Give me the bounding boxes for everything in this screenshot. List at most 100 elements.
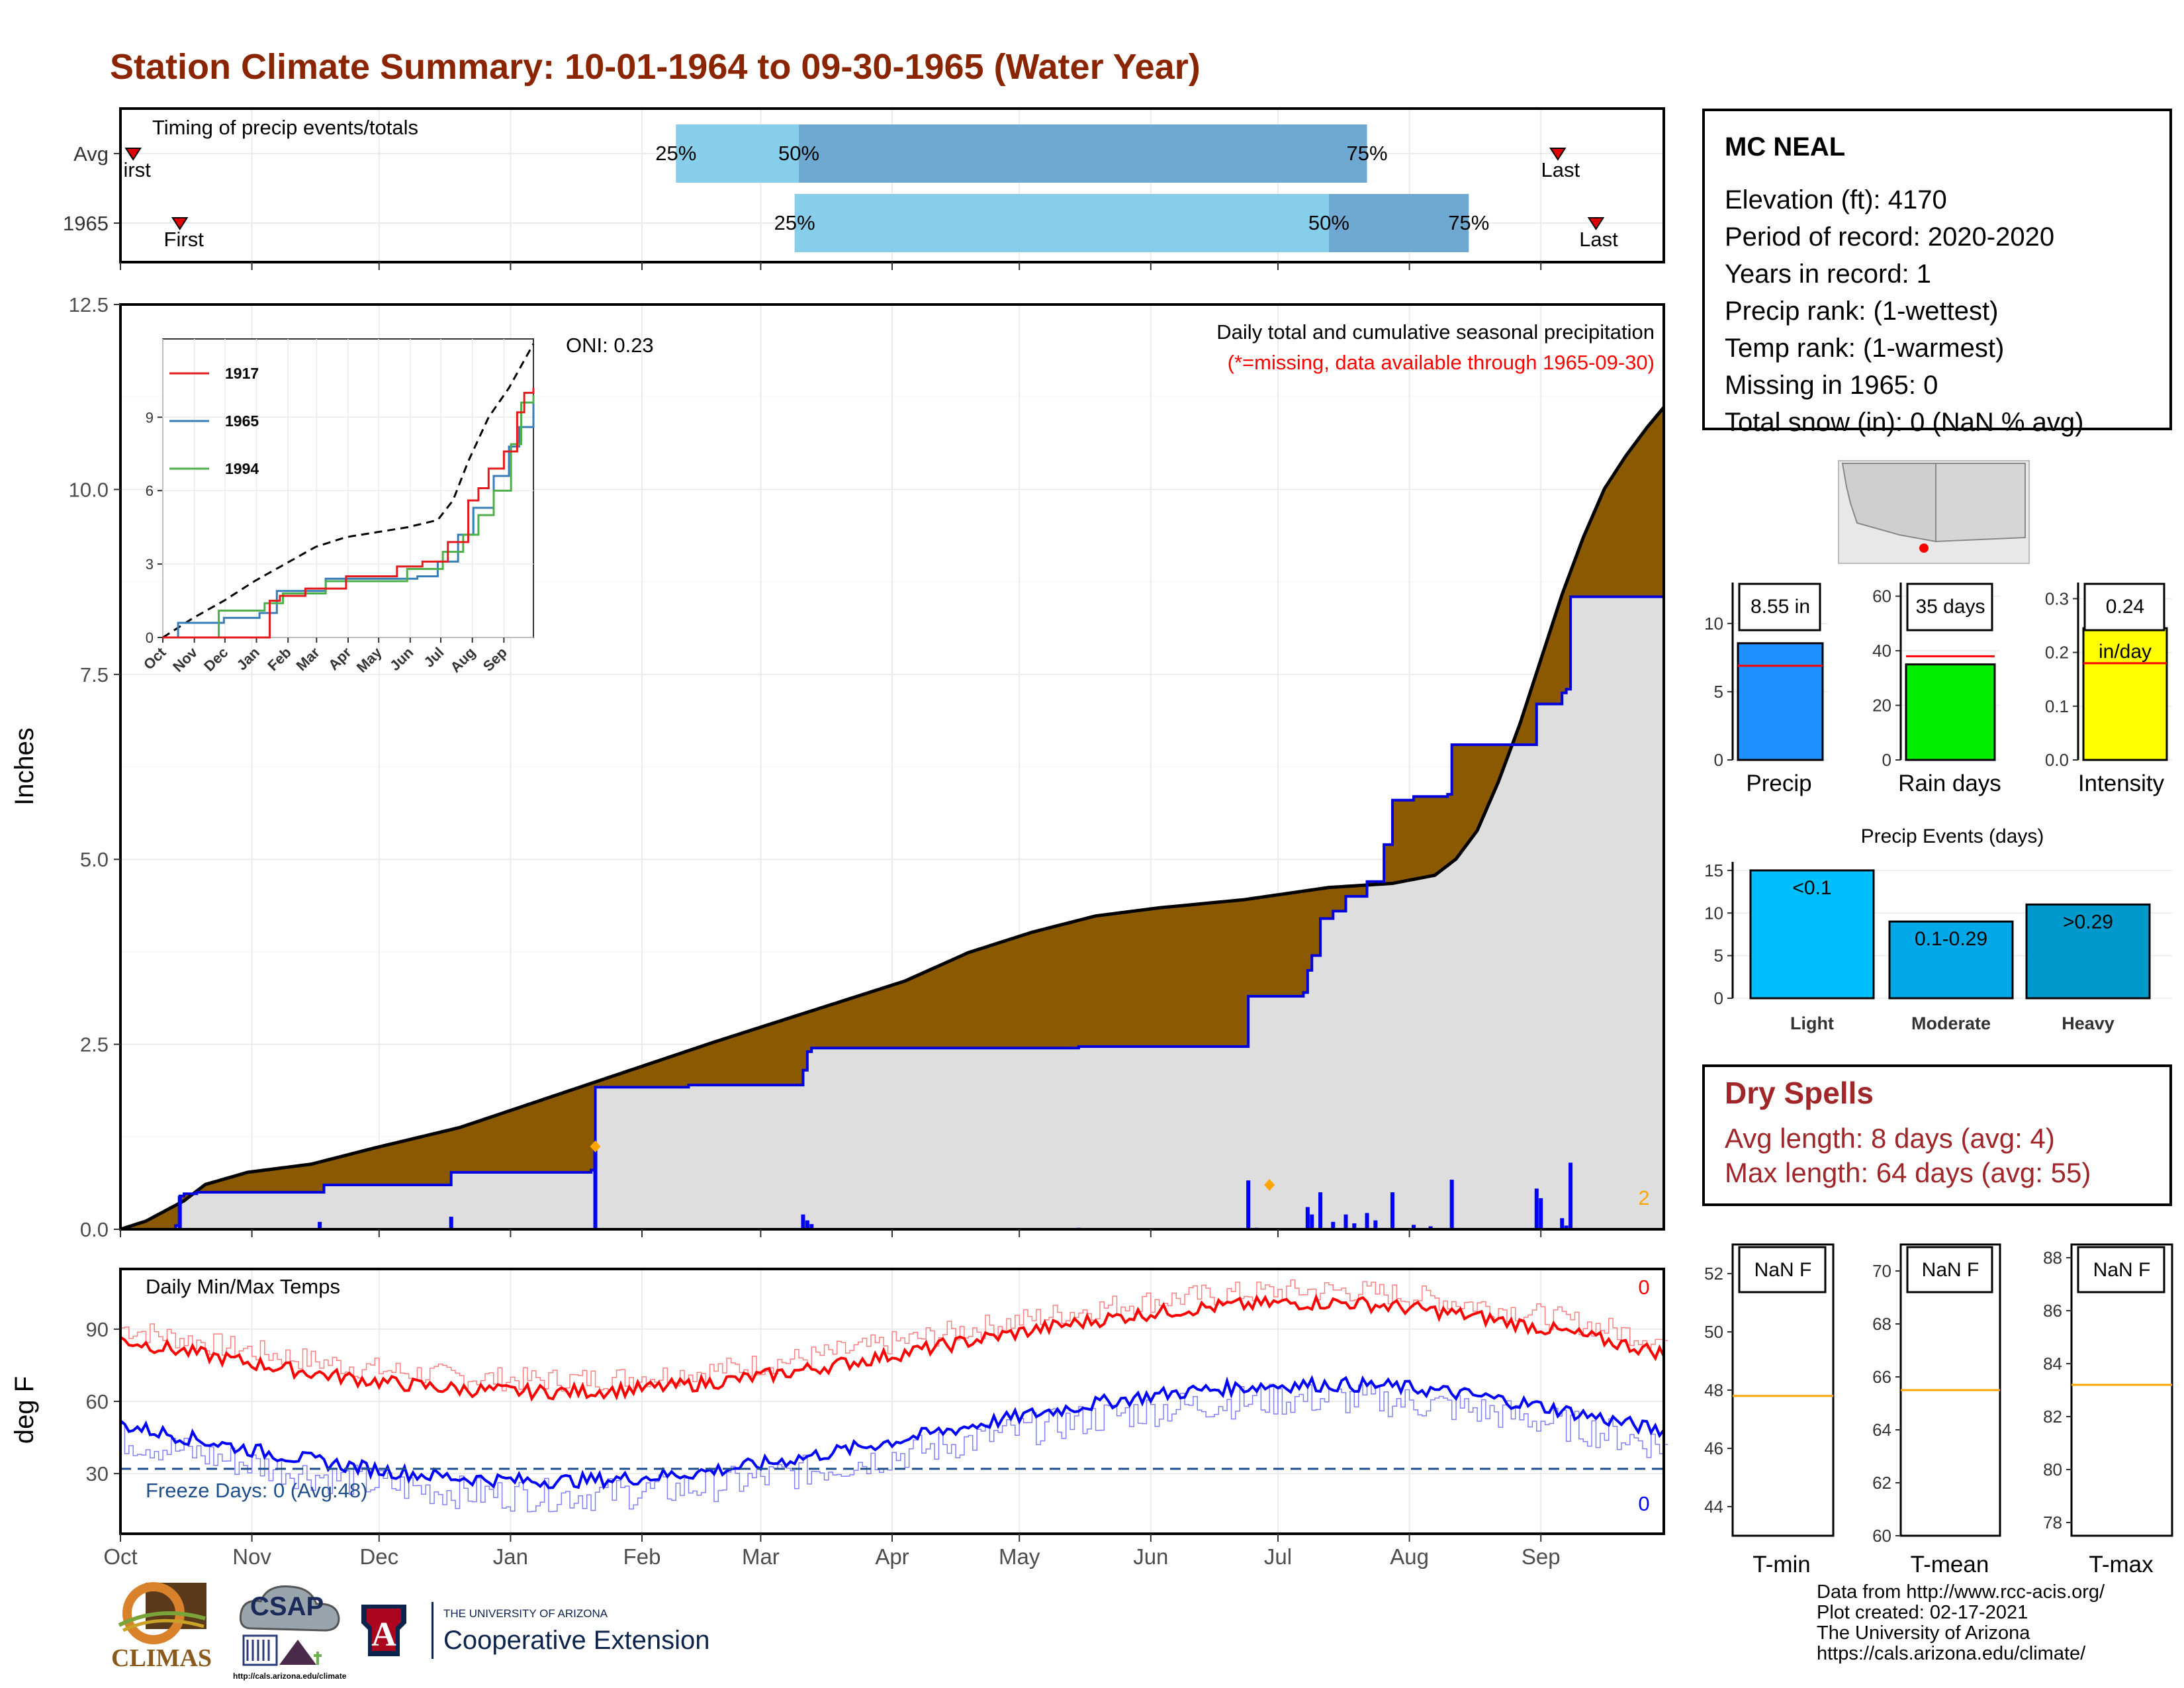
summary-bar-y-tick-label: 5 — [1714, 682, 1723, 702]
timing-bar-q50-q75 — [799, 124, 1367, 183]
summary-bar-y-tick-label: 10 — [1704, 614, 1723, 633]
daily-precip-bar — [809, 1224, 814, 1229]
daily-precip-bar — [1449, 1180, 1454, 1229]
timing-panel-label: Timing of precip events/totals — [152, 116, 418, 139]
corner-count-label: 2 — [1638, 1186, 1649, 1209]
temp-summary-y-tick-label: 60 — [1872, 1526, 1891, 1546]
temp-x-tick-label: Sep — [1522, 1544, 1561, 1569]
temp-summary-y-tick-label: 84 — [2043, 1354, 2062, 1374]
temp-x-tick-label: Feb — [623, 1544, 661, 1569]
events-x-label: Heavy — [2062, 1013, 2115, 1033]
summary-bar-value-text: 8.55 in — [1751, 596, 1810, 618]
temp-summary-label: T-max — [2089, 1552, 2154, 1577]
events-x-label: Light — [1790, 1013, 1834, 1033]
daily-precip-bar — [449, 1217, 453, 1229]
temp-summary-value-box — [1738, 1246, 1827, 1293]
timing-q75-label: 75% — [1347, 142, 1388, 165]
first-event-label: First — [164, 228, 205, 251]
station-elevation: Elevation (ft): 4170 — [1725, 185, 1947, 214]
temp-summary-y-tick-label: 78 — [2043, 1513, 2062, 1532]
timing-bar-q25-q50 — [794, 194, 1329, 252]
temp-summary-value-text: NaN F — [1922, 1259, 1979, 1281]
dry-spells-max: Max length: 64 days (avg: 55) — [1725, 1157, 2091, 1188]
min-count-label: 0 — [1638, 1492, 1649, 1515]
events-bar — [2025, 903, 2151, 1000]
ua-big-text: Cooperative Extension — [443, 1626, 710, 1655]
summary-bar-y-tick-label: 0 — [1714, 750, 1723, 770]
daily-precip-bar — [1310, 1214, 1314, 1229]
min-temp-extreme-line — [120, 1383, 1668, 1513]
summary-bar-value-text: 35 days — [1915, 596, 1985, 618]
summary-bar-label: Precip — [1746, 771, 1811, 796]
summary-bar-y-tick-label: 40 — [1872, 641, 1891, 661]
summary-bar-label: Intensity — [2078, 771, 2165, 796]
missing-data-marker — [590, 1140, 601, 1152]
ua-logo: A THE UNIVERSITY OF ARIZONA Cooperative … — [357, 1602, 754, 1668]
ua-small-text: THE UNIVERSITY OF ARIZONA — [443, 1607, 608, 1620]
summary-bar-y-tick-label: 20 — [1872, 696, 1891, 716]
daily-precip-bar — [1412, 1225, 1416, 1229]
oni-label: ONI: 0.23 — [566, 334, 654, 357]
temp-summary-label: T-mean — [1911, 1552, 1989, 1577]
daily-precip-bar — [1331, 1221, 1336, 1229]
temp-x-tick-label: Nov — [232, 1544, 271, 1569]
min-temp-line — [119, 1375, 1665, 1490]
daily-precip-bar — [1560, 1218, 1565, 1229]
temp-x-tick-label: Oct — [103, 1544, 137, 1569]
credit-data-source: Data from http://www.rcc-acis.org/ — [1817, 1581, 2105, 1603]
temp-summary-y-tick-label: 44 — [1704, 1497, 1723, 1517]
daily-precip-bar — [1534, 1188, 1539, 1229]
temp-summary-y-tick-label: 46 — [1704, 1438, 1723, 1458]
daily-precip-bar — [593, 1146, 598, 1229]
temp-summary-y-tick-label: 50 — [1704, 1322, 1723, 1342]
locator-map-newmexico — [1935, 463, 2026, 543]
summary-bar-y-tick-label: 0.3 — [2045, 588, 2069, 608]
station-location-dot — [1919, 543, 1929, 553]
events-bar — [1888, 920, 2014, 1000]
last-event-marker — [1587, 217, 1605, 230]
summary-bar-value — [1905, 663, 1996, 761]
inset-series-1917 — [163, 387, 535, 639]
events-bar-text: 0.1-0.29 — [1915, 928, 1987, 950]
max-temp-extreme-line — [120, 1279, 1668, 1392]
daily-precip-bar — [1352, 1223, 1357, 1229]
temp-y-tick-label: 30 — [86, 1462, 109, 1485]
daily-precip-bar — [1246, 1180, 1251, 1229]
avg-cumulative-line — [120, 406, 1665, 1231]
summary-bar-unit-text: in/day — [2099, 641, 2152, 663]
last-event-label: Last — [1579, 228, 1618, 251]
events-bar — [1749, 869, 1875, 1000]
temp-summary-y-tick-label: 68 — [1872, 1314, 1891, 1334]
station-missing: Missing in 1965: 0 — [1725, 371, 1938, 400]
summary-bar-y-tick-label: 0.0 — [2045, 750, 2069, 770]
summary-bar-value — [2082, 627, 2168, 761]
timing-q50-label: 50% — [778, 142, 819, 165]
dry-spells-box: Dry Spells Avg length: 8 days (avg: 4) M… — [1702, 1064, 2172, 1206]
inset-y-tick-label: 6 — [146, 483, 154, 499]
events-bar-text: >0.29 — [2063, 911, 2113, 933]
summary-bar-y-tick-label: 60 — [1872, 586, 1891, 606]
dry-spells-title: Dry Spells — [1725, 1076, 1874, 1110]
temp-summary-y-tick-label: 64 — [1872, 1420, 1891, 1440]
timing-row-label: 1965 — [63, 212, 109, 235]
credit-plot-date: Plot created: 02-17-2021 — [1817, 1602, 2028, 1623]
daily-precip-bar — [801, 1214, 805, 1229]
temp-summary-y-tick-label: 80 — [2043, 1460, 2062, 1479]
season-total-area — [120, 596, 1664, 1229]
temp-summary-value-box — [1906, 1246, 1993, 1293]
daily-precip-bar — [1373, 1220, 1378, 1229]
events-title: Precip Events (days) — [1861, 825, 2044, 847]
temp-summary-value-text: NaN F — [1754, 1259, 1812, 1281]
daily-precip-bar — [1343, 1214, 1348, 1229]
temp-y-tick-label: 60 — [86, 1390, 109, 1413]
csap-url: http://cals.arizona.edu/climate — [233, 1671, 347, 1681]
inset-legend-label: 1965 — [225, 412, 259, 430]
temp-summary-y-tick-label: 88 — [2043, 1248, 2062, 1268]
last-event-marker — [1549, 148, 1567, 161]
temp-x-tick-label: Mar — [742, 1544, 780, 1569]
events-y-tick-label: 10 — [1704, 903, 1723, 923]
temp-x-tick-label: May — [999, 1544, 1040, 1569]
temp-summary-value-text: NaN F — [2093, 1259, 2151, 1281]
temp-summary-y-tick-label: 86 — [2043, 1301, 2062, 1321]
